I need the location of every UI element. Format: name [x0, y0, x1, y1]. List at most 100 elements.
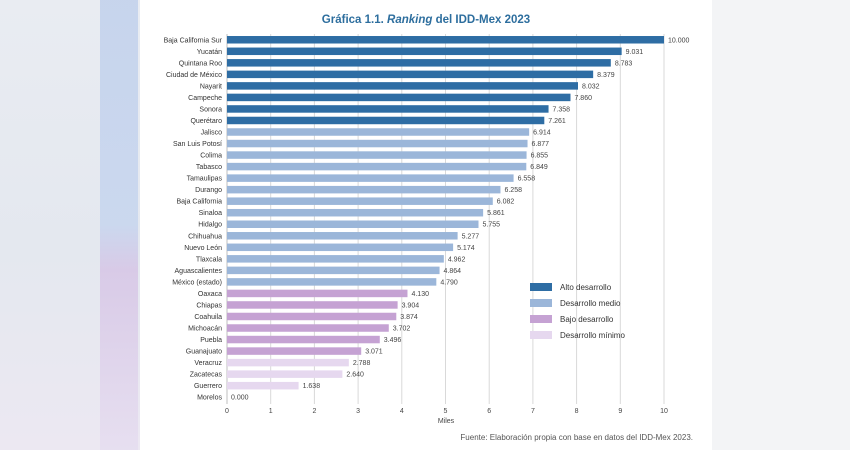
value-label: 5.755 — [482, 222, 500, 229]
bar — [227, 139, 528, 148]
bar — [227, 47, 622, 56]
category-label: Puebla — [200, 337, 222, 344]
value-label: 6.914 — [533, 130, 551, 137]
bar — [227, 266, 440, 275]
category-label: Tlaxcala — [196, 256, 222, 263]
category-label: Baja California — [176, 199, 222, 206]
category-label: Hidalgo — [198, 222, 222, 229]
category-label: Ciudad de México — [166, 72, 222, 79]
category-label: Querétaro — [190, 118, 222, 125]
bar — [227, 232, 458, 240]
bar — [227, 324, 389, 332]
value-label: 5.174 — [457, 245, 475, 252]
value-label: 4.130 — [411, 291, 429, 298]
x-tick-label: 2 — [312, 408, 316, 415]
value-label: 6.877 — [532, 141, 550, 148]
category-label: Sinaloa — [199, 210, 222, 217]
value-label: 3.496 — [384, 337, 402, 344]
bar — [227, 370, 343, 378]
value-label: 6.258 — [504, 187, 522, 194]
legend-swatch — [530, 331, 552, 339]
blurred-background-right — [712, 0, 850, 450]
value-label: 1.638 — [303, 383, 321, 390]
bar — [227, 289, 408, 298]
bar — [227, 162, 527, 171]
value-label: 5.861 — [487, 210, 505, 217]
bar — [227, 116, 545, 125]
bar — [227, 243, 454, 252]
value-label: 8.032 — [582, 83, 600, 90]
bar — [227, 312, 397, 321]
legend-swatch — [530, 315, 552, 323]
value-label: 9.031 — [626, 49, 644, 56]
category-label: Campeche — [188, 95, 222, 102]
x-tick-label: 8 — [575, 408, 579, 415]
category-label: San Luis Potosí — [173, 141, 222, 148]
bar — [227, 93, 571, 102]
chart-title-suffix: del IDD-Mex 2023 — [432, 14, 530, 26]
category-label: Zacatecas — [190, 372, 223, 379]
bar — [227, 185, 501, 194]
value-label: 6.082 — [497, 199, 515, 206]
bar — [227, 278, 437, 286]
value-label: 5.277 — [462, 233, 480, 240]
category-label: Oaxaca — [198, 291, 222, 298]
x-tick-labels: 0 1 2 3 4 5 6 7 8 9 10 — [225, 408, 668, 415]
bar — [227, 220, 479, 228]
value-label: 3.702 — [393, 326, 411, 333]
bar — [227, 151, 527, 159]
value-label: 3.904 — [402, 302, 420, 309]
x-tick-label: 7 — [531, 408, 535, 415]
value-label: 4.864 — [444, 268, 462, 275]
blurred-color-strip — [100, 0, 138, 450]
bar — [227, 36, 664, 44]
category-label: Quintana Roo — [179, 60, 222, 67]
legend-swatch — [530, 299, 552, 307]
category-label: Morelos — [197, 395, 222, 402]
category-label: Yucatán — [197, 49, 222, 56]
value-label: 3.874 — [400, 314, 418, 321]
legend-label: Bajo desarrollo — [560, 315, 614, 324]
value-label: 3.071 — [365, 349, 383, 356]
bar — [227, 208, 484, 217]
value-label: 4.790 — [440, 279, 458, 286]
value-label: 8.379 — [597, 72, 615, 79]
bar — [227, 381, 299, 390]
category-label: México (estado) — [172, 279, 222, 286]
category-label: Baja California Sur — [164, 37, 223, 44]
x-tick-label: 3 — [356, 408, 360, 415]
bar — [227, 82, 578, 90]
bar — [227, 174, 514, 182]
bar — [227, 128, 530, 136]
category-label: Veracruz — [194, 360, 222, 367]
bar — [227, 347, 362, 355]
legend-label: Alto desarrollo — [560, 283, 612, 292]
value-label: 7.261 — [548, 118, 566, 125]
bar — [227, 197, 493, 205]
category-label: Coahuila — [194, 314, 222, 321]
category-label: Chiapas — [196, 302, 222, 309]
legend-swatch — [530, 283, 552, 291]
value-label: 6.558 — [518, 176, 536, 183]
x-tick-label: 0 — [225, 408, 229, 415]
value-label: 7.358 — [553, 106, 571, 113]
category-label: Durango — [195, 187, 222, 194]
bars-group — [227, 36, 664, 390]
category-label: Jalisco — [201, 130, 223, 137]
x-tick-label: 5 — [444, 408, 448, 415]
value-label: 2.640 — [346, 372, 364, 379]
category-label: Chihuahua — [188, 233, 222, 240]
legend-label: Desarrollo medio — [560, 299, 621, 308]
category-label: Nayarit — [200, 83, 222, 90]
category-label: Michoacán — [188, 326, 222, 333]
bar — [227, 358, 349, 367]
value-label: 2.788 — [353, 360, 371, 367]
value-label: 10.000 — [668, 37, 690, 44]
category-label: Colima — [200, 153, 222, 160]
category-label: Nuevo León — [184, 245, 222, 252]
category-label: Guanajuato — [186, 349, 222, 356]
value-label: 6.855 — [531, 153, 549, 160]
chart-title-prefix: Gráfica 1.1. — [322, 14, 387, 26]
value-label: 8.783 — [615, 60, 633, 67]
